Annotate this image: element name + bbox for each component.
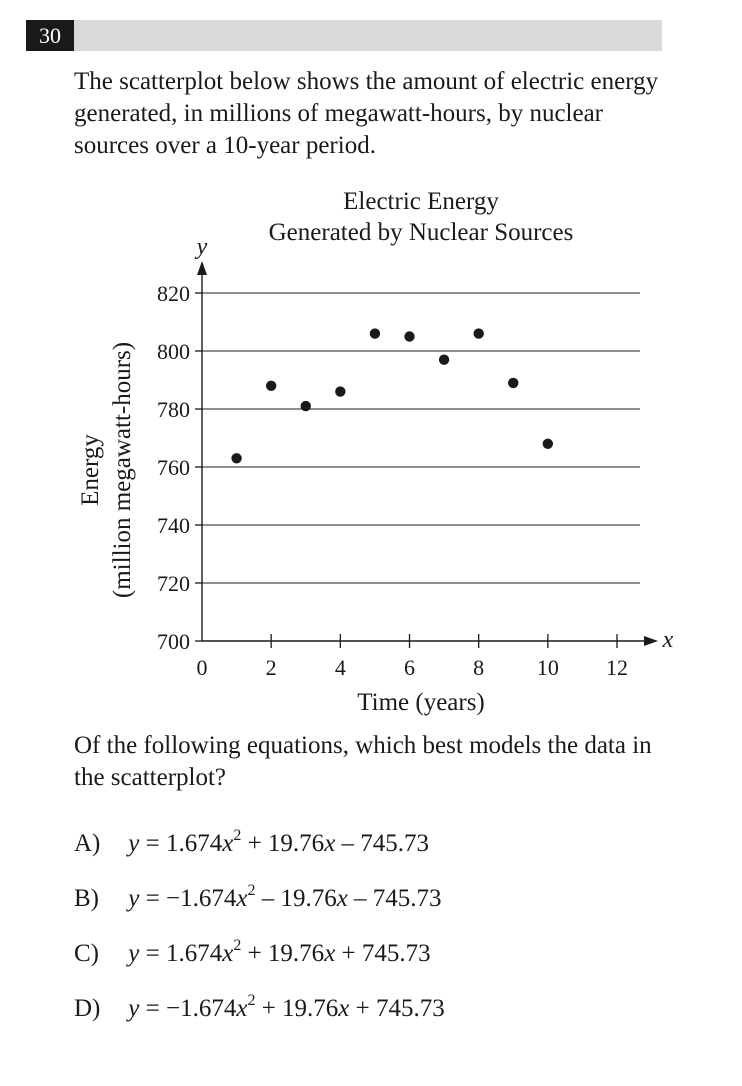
chart-title-line1: Electric Energy — [343, 188, 499, 215]
y-axis-label-line2: (million megawatt-hours) — [109, 342, 136, 598]
x-tick-label: 8 — [473, 655, 484, 680]
data-point — [404, 331, 415, 342]
y-axis-letter: y — [195, 234, 208, 260]
choice-letter: C) — [74, 940, 99, 968]
choice-letter: A) — [74, 830, 101, 858]
y-tick-label: 720 — [157, 571, 190, 596]
x-tick-label: 0 — [197, 655, 208, 680]
question-header-bar — [26, 20, 662, 51]
answer-choice-a[interactable]: A) y = 1.674x2 + 19.76x – 745.73 — [74, 823, 429, 859]
data-point — [300, 400, 311, 412]
x-tick-label: 4 — [335, 655, 346, 680]
data-point — [335, 386, 346, 397]
axes — [195, 261, 658, 648]
x-tick-label: 12 — [606, 655, 628, 680]
question-number: 30 — [26, 20, 74, 51]
tick-labels: 700 720 740 760 780 800 820 0 2 4 6 8 10 12 — [157, 281, 628, 680]
data-point — [542, 438, 554, 449]
answer-choice-c[interactable]: C) y = 1.674x2 + 19.76x + 745.73 — [74, 933, 431, 969]
data-point — [265, 380, 277, 391]
y-tick-label: 820 — [157, 281, 190, 306]
data-point — [369, 328, 381, 339]
y-axis-arrow — [197, 261, 207, 275]
x-axis-arrow — [644, 636, 658, 646]
choice-letter: B) — [74, 885, 99, 913]
data-point — [473, 328, 484, 339]
choice-equation: y = −1.674x2 + 19.76x + 745.73 — [128, 992, 445, 1023]
y-axis-label-line1: Energy — [77, 434, 104, 506]
data-point — [231, 453, 242, 464]
data-points — [231, 328, 554, 464]
choice-equation: y = 1.674x2 + 19.76x + 745.73 — [128, 937, 431, 968]
y-tick-label: 780 — [157, 397, 190, 422]
data-point — [508, 377, 519, 389]
x-tick-label: 6 — [404, 655, 415, 680]
y-tick-label: 700 — [157, 629, 190, 654]
scatterplot-chart: Electric Energy Generated by Nuclear Sou… — [77, 188, 674, 716]
data-point — [438, 354, 450, 365]
x-axis-letter: x — [662, 627, 674, 653]
answer-choice-d[interactable]: D) y = −1.674x2 + 19.76x + 745.73 — [74, 988, 445, 1024]
y-tick-label: 760 — [157, 455, 190, 480]
choice-letter: D) — [74, 995, 101, 1023]
x-axis-label: Time (years) — [357, 689, 485, 716]
question-stem: The scatterplot below shows the amount o… — [74, 68, 659, 159]
answer-choice-b[interactable]: B) y = −1.674x2 – 19.76x – 745.73 — [74, 878, 442, 914]
grid-lines — [202, 292, 640, 584]
x-tick-label: 2 — [266, 655, 277, 680]
question-prompt: Of the following equations, which best m… — [74, 732, 652, 791]
choice-equation: y = −1.674x2 – 19.76x – 745.73 — [128, 882, 442, 913]
y-tick-label: 740 — [157, 513, 190, 538]
chart-title-line2: Generated by Nuclear Sources — [269, 219, 574, 246]
choice-equation: y = 1.674x2 + 19.76x – 745.73 — [128, 827, 430, 858]
x-tick-label: 10 — [537, 655, 559, 680]
y-tick-label: 800 — [157, 339, 190, 364]
